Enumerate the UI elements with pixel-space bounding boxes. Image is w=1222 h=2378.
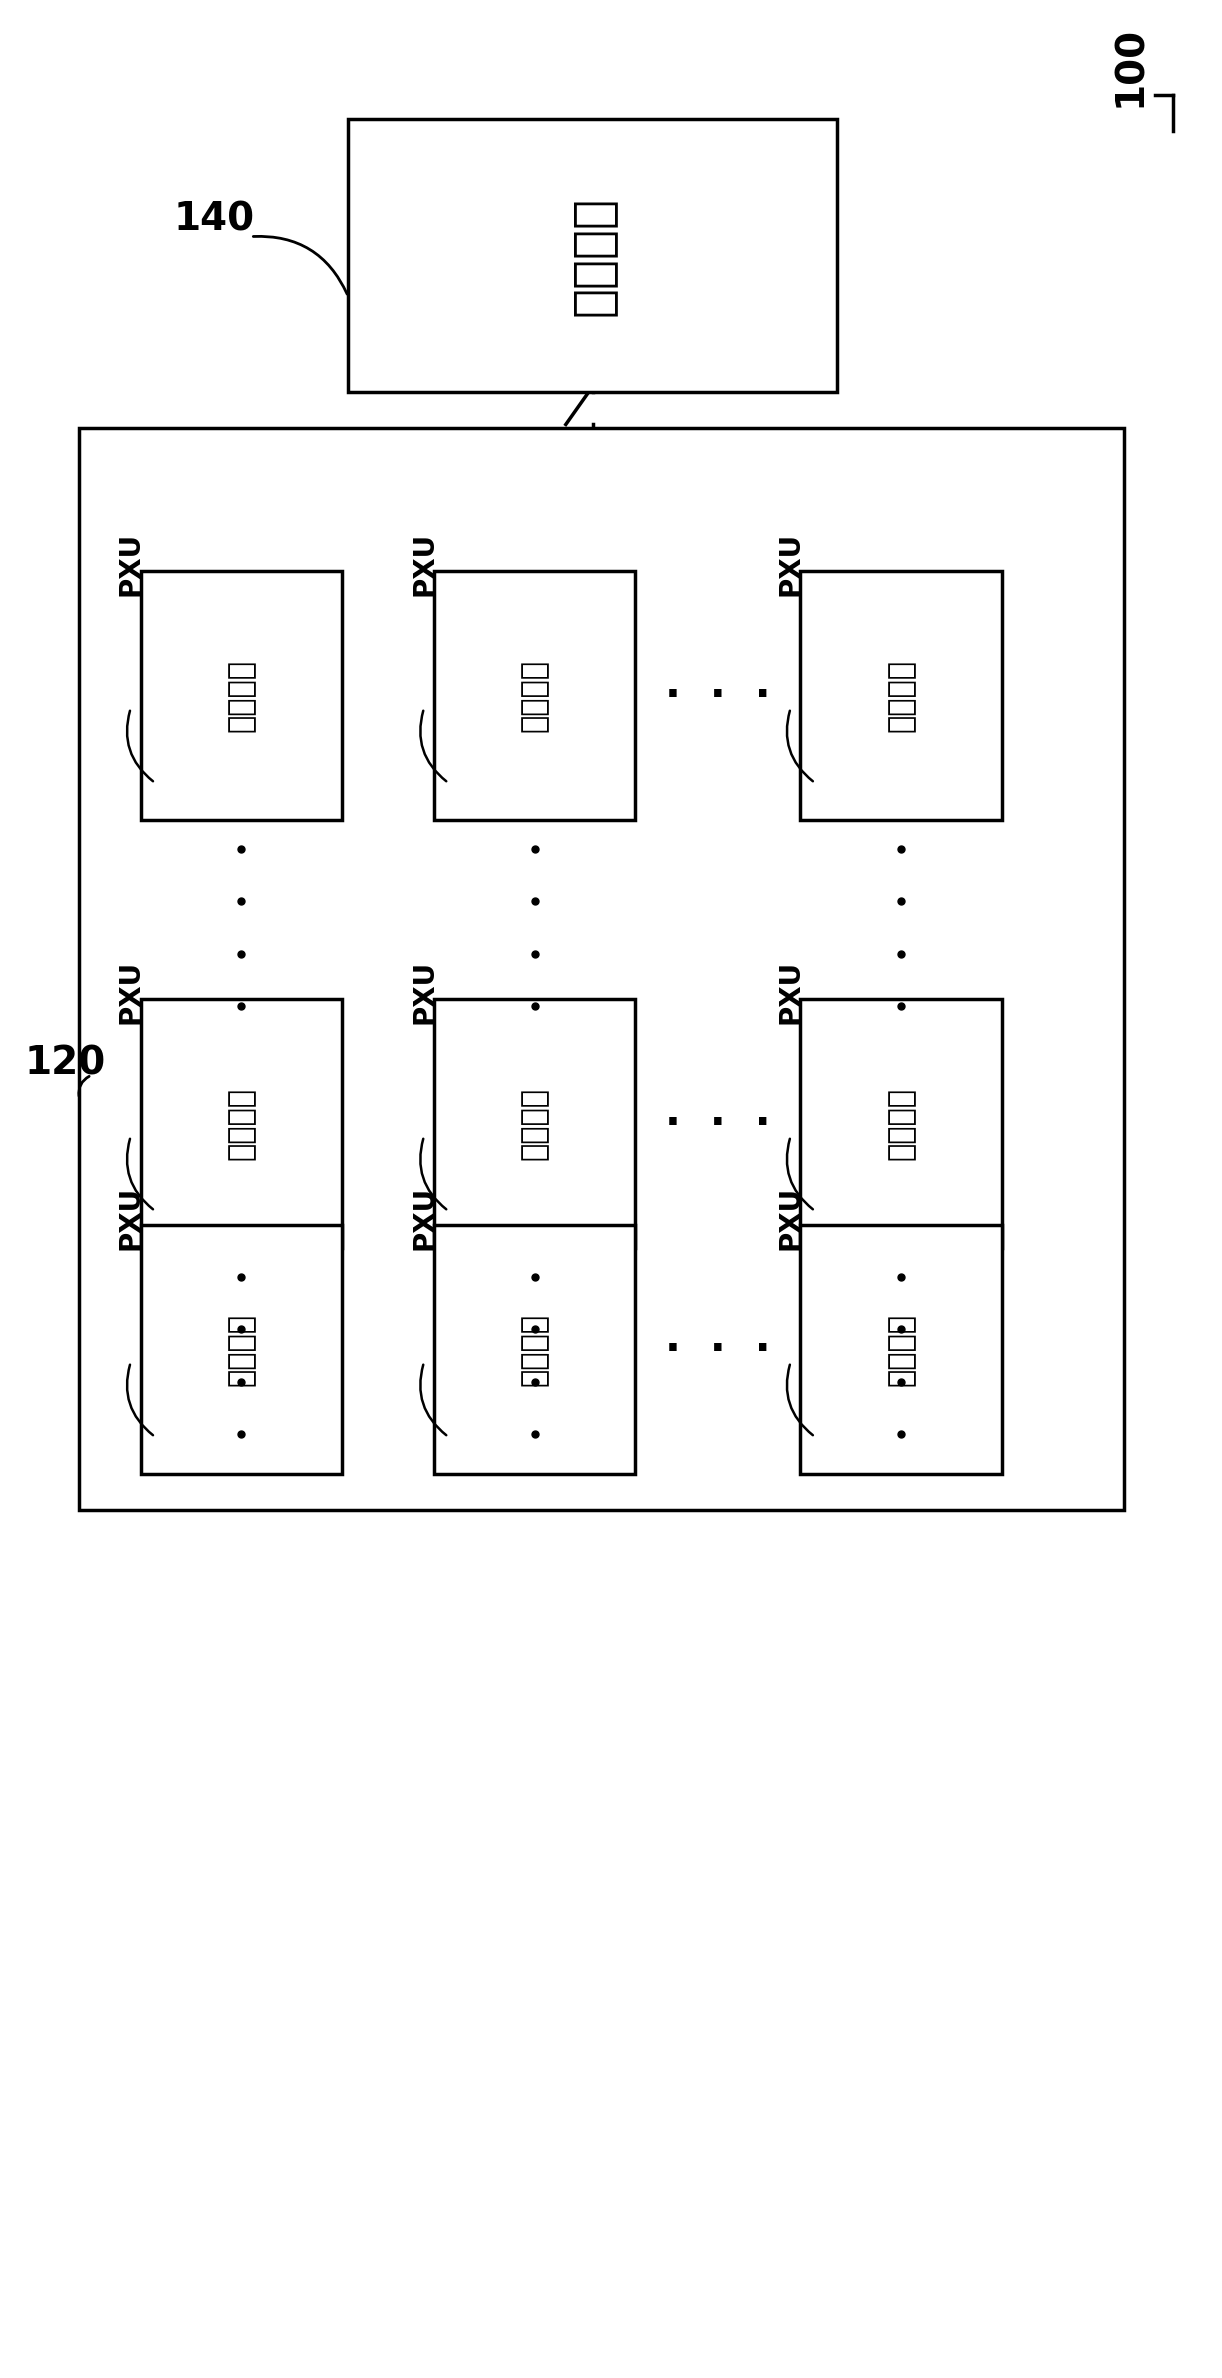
Text: PXU: PXU [117,533,144,594]
Bar [348,119,837,392]
Bar [800,571,1002,820]
Text: 像素单元: 像素单元 [227,1313,255,1386]
Text: PXU: PXU [777,533,804,594]
Bar [800,999,1002,1248]
Text: 120: 120 [24,1044,105,1082]
Text: 像素单元: 像素单元 [887,1087,915,1160]
Bar [141,571,342,820]
Bar [141,1225,342,1474]
Bar [434,1225,635,1474]
Text: PXU: PXU [411,533,437,594]
Bar [141,999,342,1248]
Text: 像素单元: 像素单元 [887,1313,915,1386]
Text: 像素单元: 像素单元 [521,1087,549,1160]
Text: ·  ·  ·: · · · [665,1103,771,1144]
Bar [800,1225,1002,1474]
Text: PXU: PXU [411,961,437,1023]
Text: PXU: PXU [411,1187,437,1251]
Text: PXU: PXU [117,961,144,1023]
Bar [79,428,1124,1510]
Text: 像素单元: 像素单元 [521,1313,549,1386]
Text: 140: 140 [174,202,254,238]
Bar [434,999,635,1248]
Text: 像素单元: 像素单元 [887,659,915,732]
Text: ·  ·  ·: · · · [665,1329,771,1370]
Text: ·  ·  ·: · · · [665,675,771,716]
Bar [434,571,635,820]
Text: 像素单元: 像素单元 [227,659,255,732]
Text: PXU: PXU [117,1187,144,1251]
Text: PXU: PXU [777,1187,804,1251]
Text: 像素单元: 像素单元 [227,1087,255,1160]
Text: 像素单元: 像素单元 [521,659,549,732]
Text: PXU: PXU [777,961,804,1023]
Text: 100: 100 [1111,26,1150,107]
Text: 读出电路: 读出电路 [568,195,617,316]
